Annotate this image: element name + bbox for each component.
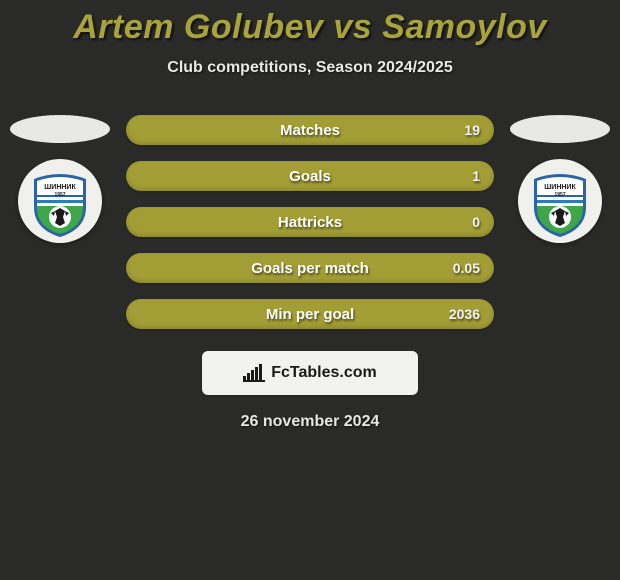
date-label: 26 november 2024	[0, 413, 620, 431]
stat-value-right: 0	[472, 214, 480, 230]
attribution-text: FcTables.com	[271, 364, 377, 382]
stat-label: Hattricks	[278, 214, 342, 231]
stats-bars: Matches 19 Goals 1 Hattricks 0 Goals per…	[112, 115, 508, 329]
player-left-column: ШИННИК 1957	[8, 115, 112, 243]
attribution-box: FcTables.com	[202, 351, 418, 395]
club-badge-right: ШИННИК 1957	[518, 159, 602, 243]
stat-label: Matches	[280, 122, 340, 139]
club-crest-icon: ШИННИК 1957	[518, 159, 602, 243]
stat-bar-goals: Goals 1	[126, 161, 494, 191]
stat-label: Goals	[289, 168, 331, 185]
page-title: Artem Golubev vs Samoylov	[0, 8, 620, 47]
infographic-root: Artem Golubev vs Samoylov Club competiti…	[0, 0, 620, 431]
svg-text:ШИННИК: ШИННИК	[544, 184, 576, 191]
stat-value-right: 19	[464, 122, 480, 138]
player-right-photo	[510, 115, 610, 143]
stat-value-right: 0.05	[453, 260, 480, 276]
stat-label: Goals per match	[251, 260, 369, 277]
stat-bar-mpg: Min per goal 2036	[126, 299, 494, 329]
stat-value-right: 1	[472, 168, 480, 184]
comparison-row: ШИННИК 1957 Matches 19	[0, 115, 620, 329]
player-left-photo	[10, 115, 110, 143]
stat-bar-hattricks: Hattricks 0	[126, 207, 494, 237]
subtitle: Club competitions, Season 2024/2025	[0, 59, 620, 77]
stat-bar-matches: Matches 19	[126, 115, 494, 145]
club-badge-left: ШИННИК 1957	[18, 159, 102, 243]
badge-top-text: ШИННИК	[44, 184, 76, 191]
stat-value-right: 2036	[449, 306, 480, 322]
bar-chart-icon	[243, 364, 265, 382]
stat-label: Min per goal	[266, 306, 354, 323]
player-right-column: ШИННИК 1957	[508, 115, 612, 243]
club-crest-icon: ШИННИК 1957	[18, 159, 102, 243]
stat-bar-gpm: Goals per match 0.05	[126, 253, 494, 283]
